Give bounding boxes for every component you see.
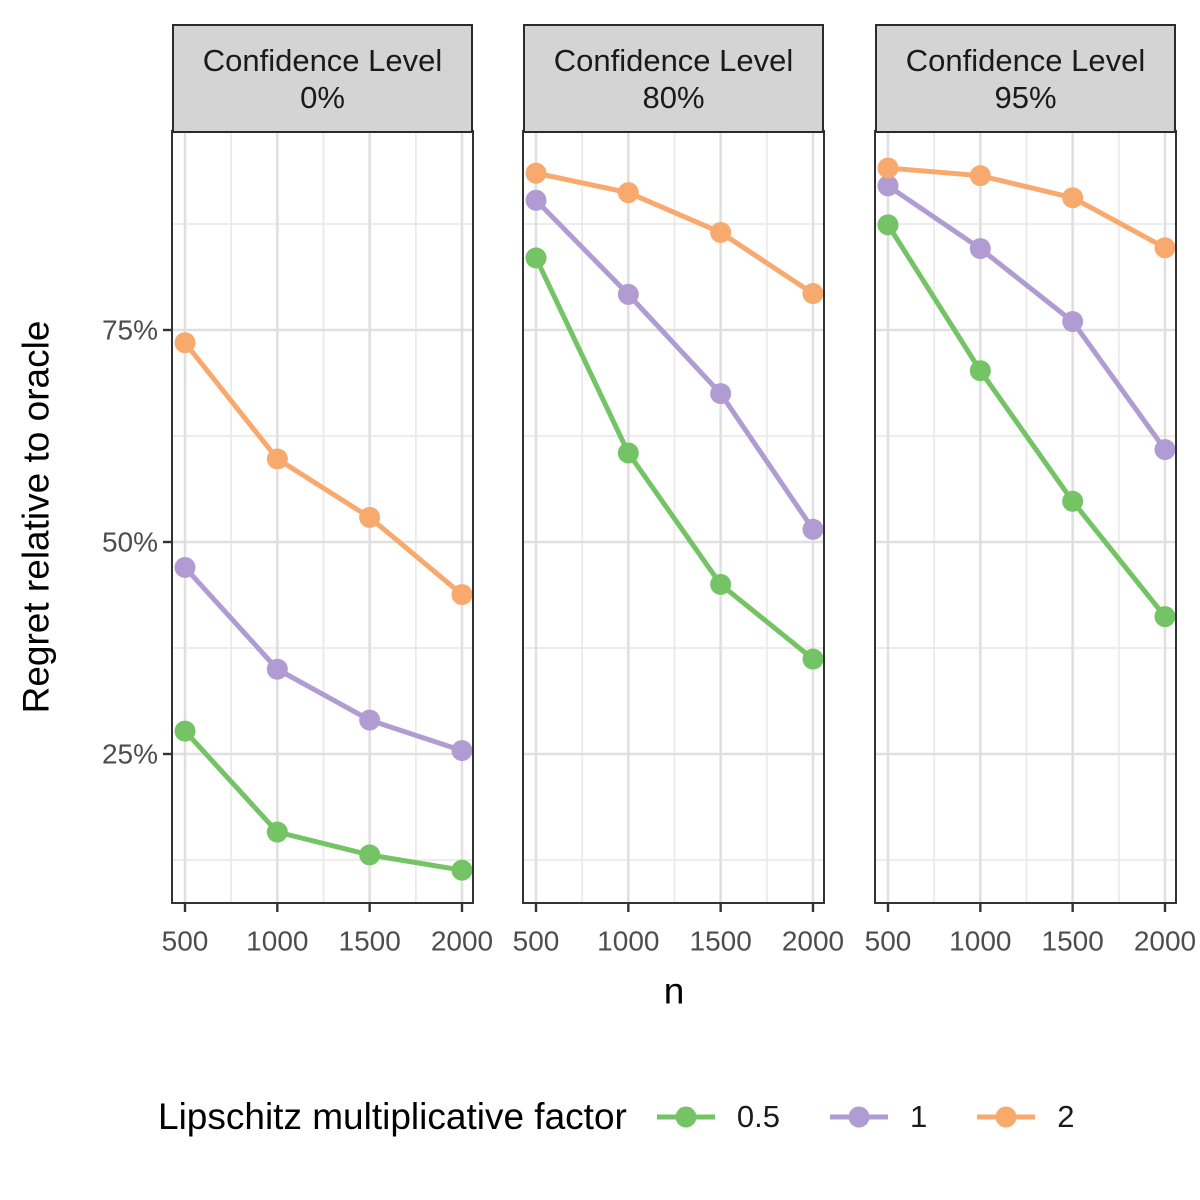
data-point-2 bbox=[802, 283, 824, 305]
series-line-0.5 bbox=[182, 728, 465, 873]
data-point-2 bbox=[359, 506, 381, 528]
legend-item-2: 2 bbox=[977, 1099, 1074, 1135]
data-point-2 bbox=[710, 221, 732, 243]
facet-panel: 500 1000 1500 2000 bbox=[513, 130, 844, 957]
y-tick-label: 50% bbox=[102, 527, 158, 558]
data-point-2 bbox=[1154, 237, 1176, 259]
data-point-1 bbox=[969, 238, 991, 260]
x-tick-label: 1000 bbox=[597, 926, 659, 957]
legend-title: Lipschitz multiplicative factor bbox=[158, 1096, 627, 1137]
facet-strip: Confidence Level 0% bbox=[172, 24, 473, 133]
series-line-1 bbox=[885, 183, 1168, 453]
data-point-1 bbox=[802, 518, 824, 540]
x-tick-label: 500 bbox=[513, 926, 560, 957]
series-line-1 bbox=[182, 564, 465, 754]
strip-title-line1: Confidence Level bbox=[553, 42, 794, 78]
data-point-0.5 bbox=[1062, 490, 1084, 512]
data-point-2 bbox=[174, 332, 196, 354]
legend-key-point bbox=[848, 1106, 870, 1128]
legend-label: 2 bbox=[1057, 1099, 1075, 1134]
series-line-2 bbox=[182, 340, 465, 598]
data-point-0.5 bbox=[617, 442, 639, 464]
series-line-0.5 bbox=[533, 255, 816, 662]
x-tick-label: 2000 bbox=[1134, 926, 1196, 957]
legend-key-icon bbox=[977, 1106, 1036, 1128]
y-tick-label: 75% bbox=[102, 315, 158, 346]
series-line-1 bbox=[533, 197, 816, 532]
data-point-0.5 bbox=[1154, 606, 1176, 628]
series-line-0.5 bbox=[885, 222, 1168, 620]
data-point-2 bbox=[877, 157, 899, 179]
x-tick-label: 500 bbox=[162, 926, 209, 957]
data-point-0.5 bbox=[710, 573, 732, 595]
data-point-2 bbox=[617, 182, 639, 204]
data-point-1 bbox=[1062, 311, 1084, 333]
data-point-0.5 bbox=[451, 859, 473, 881]
data-point-2 bbox=[1062, 187, 1084, 209]
legend-items: 0.5 1 2 bbox=[656, 1099, 1074, 1135]
x-axis-title: n bbox=[664, 971, 685, 1012]
strip-title-line2: 95% bbox=[994, 79, 1057, 115]
data-point-0.5 bbox=[969, 360, 991, 382]
data-point-1 bbox=[525, 189, 547, 211]
strip-title-line2: 80% bbox=[642, 79, 705, 115]
x-tick-label: 2000 bbox=[431, 926, 493, 957]
facet-strip: Confidence Level 95% bbox=[875, 24, 1176, 133]
x-tick-label: 1500 bbox=[339, 926, 401, 957]
data-point-0.5 bbox=[802, 648, 824, 670]
series-line-2 bbox=[533, 170, 816, 297]
strip-title-line2: 0% bbox=[300, 79, 345, 115]
data-point-0.5 bbox=[174, 720, 196, 742]
x-tick-label: 1500 bbox=[1042, 926, 1104, 957]
legend-item-1: 1 bbox=[829, 1099, 928, 1135]
data-point-2 bbox=[525, 162, 547, 184]
data-point-0.5 bbox=[877, 214, 899, 236]
y-tick-label: 25% bbox=[102, 739, 158, 770]
x-tick-label: 2000 bbox=[782, 926, 844, 957]
legend-key-icon bbox=[829, 1106, 888, 1128]
facet-panel: 500 1000 1500 2000 25% 50% 75% bbox=[102, 130, 493, 957]
legend-key-point bbox=[995, 1106, 1017, 1128]
legend-label: 1 bbox=[909, 1099, 928, 1134]
data-point-0.5 bbox=[266, 821, 288, 843]
data-point-2 bbox=[969, 165, 991, 187]
x-tick-label: 1000 bbox=[949, 926, 1011, 957]
legend-item-0.5: 0.5 bbox=[656, 1099, 780, 1135]
data-point-2 bbox=[451, 584, 473, 606]
data-point-1 bbox=[1154, 439, 1176, 461]
x-tick-label: 1500 bbox=[690, 926, 752, 957]
data-point-1 bbox=[174, 556, 196, 578]
data-point-1 bbox=[266, 658, 288, 680]
facet-strip: Confidence Level 80% bbox=[523, 24, 824, 133]
data-point-0.5 bbox=[359, 844, 381, 866]
data-point-1 bbox=[451, 740, 473, 762]
legend-key-icon bbox=[656, 1106, 715, 1128]
y-axis-title: Regret relative to oracle bbox=[16, 321, 57, 714]
panel-background bbox=[172, 131, 473, 903]
data-point-1 bbox=[359, 709, 381, 731]
data-point-1 bbox=[710, 383, 732, 405]
legend: Lipschitz multiplicative factor 0.5 1 2 bbox=[158, 1088, 1074, 1146]
legend-label: 0.5 bbox=[736, 1099, 780, 1134]
legend-key-point bbox=[675, 1106, 697, 1128]
facet-panel: 500 1000 1500 2000 bbox=[865, 130, 1196, 957]
data-point-0.5 bbox=[525, 247, 547, 269]
series-line-2 bbox=[885, 165, 1168, 251]
strip-title-line1: Confidence Level bbox=[905, 42, 1146, 78]
data-point-1 bbox=[877, 175, 899, 197]
x-tick-label: 500 bbox=[865, 926, 912, 957]
x-tick-label: 1000 bbox=[246, 926, 308, 957]
strip-title-line1: Confidence Level bbox=[202, 42, 443, 78]
data-point-1 bbox=[617, 283, 639, 305]
data-point-2 bbox=[266, 448, 288, 470]
panel-background bbox=[875, 131, 1176, 903]
